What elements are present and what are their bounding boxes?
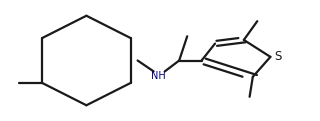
Text: S: S <box>274 50 281 63</box>
Text: NH: NH <box>151 71 166 81</box>
